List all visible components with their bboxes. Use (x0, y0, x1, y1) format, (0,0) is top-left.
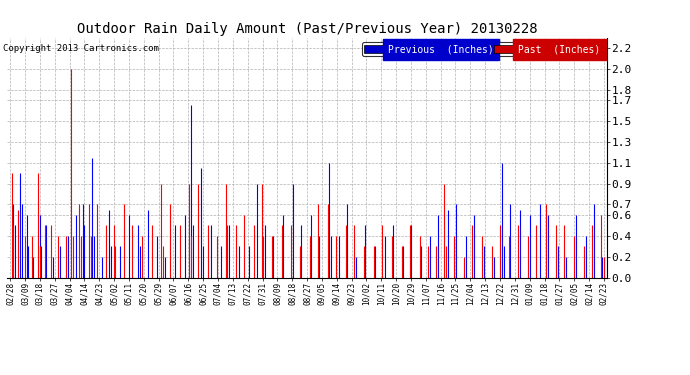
Title: Outdoor Rain Daily Amount (Past/Previous Year) 20130228: Outdoor Rain Daily Amount (Past/Previous… (77, 22, 538, 36)
Text: Copyright 2013 Cartronics.com: Copyright 2013 Cartronics.com (3, 44, 159, 52)
Legend: Previous  (Inches), Past  (Inches): Previous (Inches), Past (Inches) (362, 42, 602, 56)
